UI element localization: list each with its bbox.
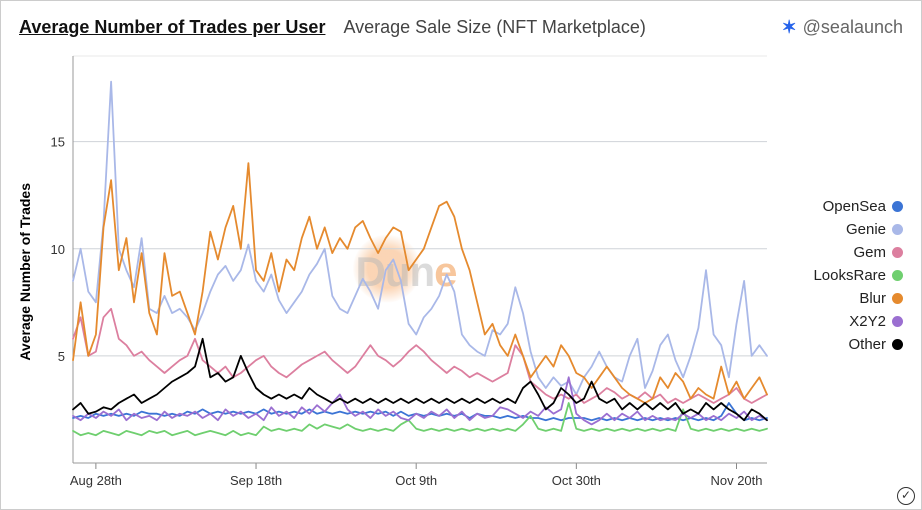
legend-swatch-icon [892,316,903,327]
legend-item-looksrare[interactable]: LooksRare [781,267,903,284]
svg-text:Aug 28th: Aug 28th [70,473,122,488]
logo-icon: ✶ [782,17,797,38]
legend-swatch-icon [892,247,903,258]
legend-label: Other [848,336,886,353]
legend-swatch-icon [892,201,903,212]
legend-item-x2y2[interactable]: X2Y2 [781,313,903,330]
legend-swatch-icon [892,293,903,304]
svg-text:Oct 30th: Oct 30th [552,473,601,488]
chart-row: Average Number of Trades Dune 51015Aug 2… [15,46,907,497]
legend-label: Blur [859,290,886,307]
svg-text:Oct 9th: Oct 9th [395,473,437,488]
legend-swatch-icon [892,224,903,235]
verified-badge-icon: ✓ [897,487,915,505]
y-axis-label: Average Number of Trades [15,183,35,361]
svg-text:10: 10 [51,242,65,257]
svg-text:Sep 18th: Sep 18th [230,473,282,488]
legend-item-opensea[interactable]: OpenSea [781,198,903,215]
tab-avg-sale-size[interactable]: Average Sale Size (NFT Marketplace) [343,17,645,38]
legend-label: OpenSea [823,198,886,215]
legend-swatch-icon [892,339,903,350]
plot-area: Dune 51015Aug 28thSep 18thOct 9thOct 30t… [35,46,777,497]
legend-label: Genie [846,221,886,238]
legend-label: LooksRare [813,267,886,284]
legend-item-gem[interactable]: Gem [781,244,903,261]
svg-text:15: 15 [51,135,65,150]
author-handle[interactable]: @sealaunch [803,17,903,38]
author-handle-wrap: ✶ @sealaunch [782,17,903,38]
header: Average Number of Trades per User Averag… [15,13,907,46]
chart-container: Average Number of Trades per User Averag… [1,1,921,509]
legend-item-genie[interactable]: Genie [781,221,903,238]
legend-label: X2Y2 [849,313,886,330]
line-chart-svg: 5 10 15 Aug 28th Sep 18th Oct 9th Oct 30th Nov … [35,46,777,497]
legend-item-blur[interactable]: Blur [781,290,903,307]
tab-trades-per-user[interactable]: Average Number of Trades per User [19,17,325,38]
legend-swatch-icon [892,270,903,281]
legend-item-other[interactable]: Other [781,336,903,353]
svg-text:Nov 20th: Nov 20th [710,473,762,488]
legend: OpenSea Genie Gem LooksRare Blur X2Y2 Other [777,46,907,497]
legend-label: Gem [853,244,886,261]
svg-text:5: 5 [58,349,65,364]
